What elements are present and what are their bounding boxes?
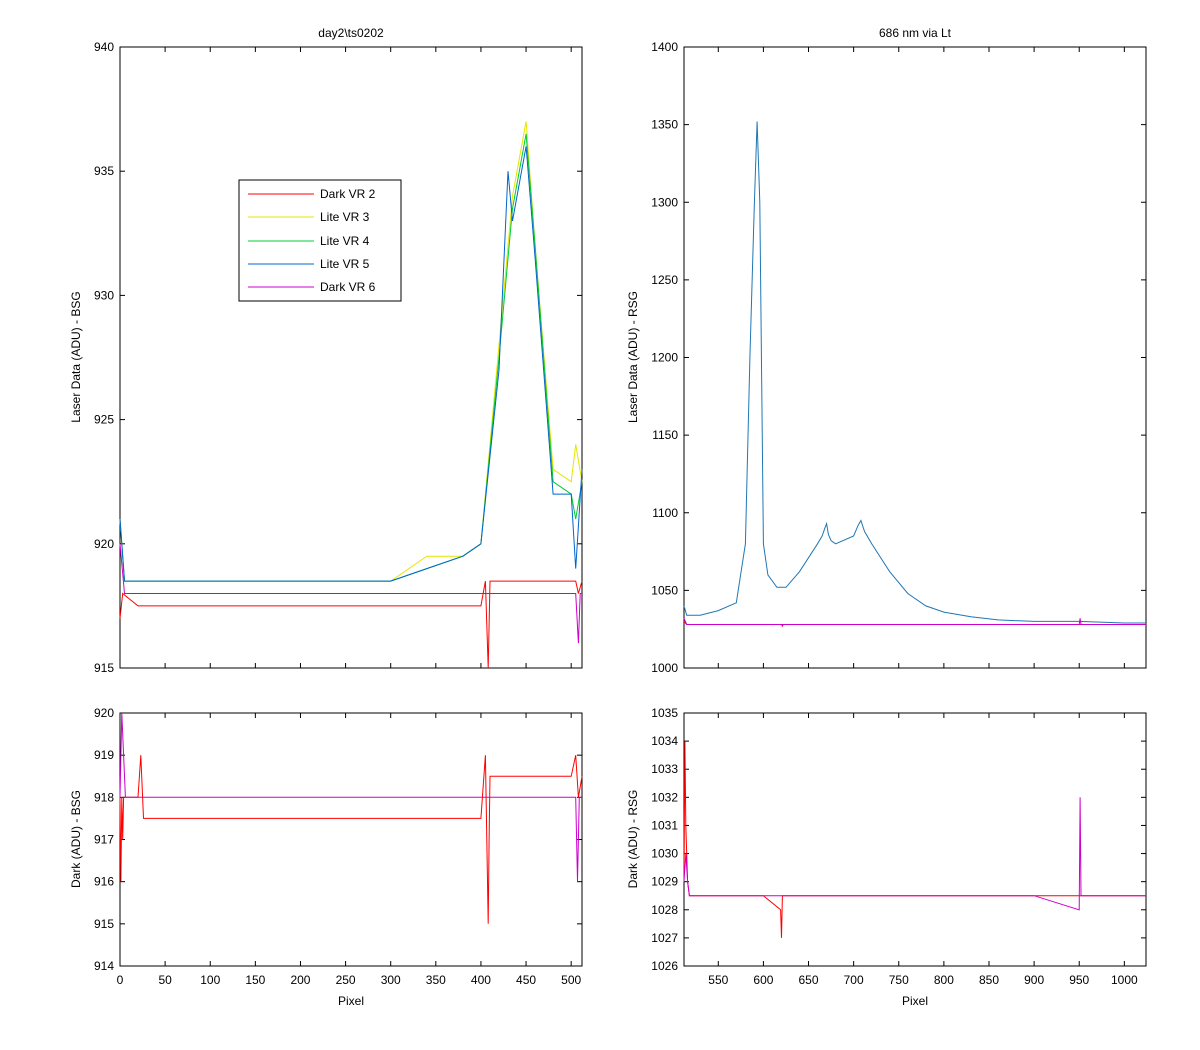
x-tick-label: 650 [799,973,819,987]
y-tick-label: 1400 [651,40,678,54]
y-tick-label: 935 [94,164,114,178]
chart-title-top-right: 686 nm via Lt [879,26,952,40]
y-tick-label: 919 [94,748,114,762]
series-line-tl-lite-vr-5 [119,146,583,582]
axes-top-left: 915 920 925 930 935 940 [94,40,582,675]
plot-area-bottom-right [683,712,1147,967]
y-tick-label: 1250 [651,273,678,287]
series-line-bl-dark-vr-6 [119,712,582,882]
y-tick-label: 940 [94,40,114,54]
chart-title-top-left: day2\ts0202 [318,26,384,40]
series-group-top-left [119,121,583,669]
series-group-bottom-right [683,741,1146,938]
series-line-tl-dark-vr-6 [119,543,582,644]
plot-area-bottom-left [119,712,583,967]
y-tick-label: 1300 [651,195,678,209]
y-tick-label: 1031 [651,818,678,832]
x-tick-label: 850 [979,973,999,987]
x-tick-label: 100 [200,973,220,987]
y-tick-label: 1027 [651,931,678,945]
x-tick-label: 450 [516,973,536,987]
x-tick-label: 0 [117,973,124,987]
y-tick-label: 915 [94,661,114,675]
axes-bottom-right: 550 600 650 700 750 800 850 900 950 1000 1026 1027 1… [651,706,1146,987]
y-tick-label: 930 [94,288,114,302]
y-tick-label: 1032 [651,790,678,804]
x-tick-label: 350 [426,973,446,987]
x-tick-label: 50 [158,973,172,987]
y-axis-label-top-left: Laser Data (ADU) - BSG [69,291,83,422]
x-tick-label: 550 [708,973,728,987]
legend: Dark VR 2 Lite VR 3 Lite VR 4 Lite VR 5 … [238,179,402,302]
x-tick-label: 300 [381,973,401,987]
series-line-tr-series-0 [683,121,1146,624]
x-tick-label: 700 [844,973,864,987]
y-axis-label-top-right: Laser Data (ADU) - RSG [626,291,640,423]
panel-bottom-left: Pixel Dark (ADU) - BSG 0 50 100 150 200 250 30… [69,706,583,1008]
x-tick-label: 250 [336,973,356,987]
plot-area-top-left [119,46,583,669]
series-group-bottom-left [119,712,583,924]
panel-top-right: 686 nm via Lt Laser Data (ADU) - RSG 100… [626,26,1147,675]
y-tick-label: 1100 [652,506,678,520]
x-tick-label: 800 [934,973,954,987]
y-tick-label: 917 [94,833,114,847]
y-tick-label: 1200 [651,351,678,365]
y-tick-label: 1150 [652,428,678,442]
series-line-bl-dark-vr-2 [119,755,583,924]
y-tick-label: 920 [94,537,114,551]
panel-bottom-right: Pixel Dark (ADU) - RSG 550 600 650 700 750 80… [626,706,1147,1008]
x-tick-label: 500 [561,973,581,987]
x-tick-label: 600 [753,973,773,987]
y-tick-label: 1350 [651,118,678,132]
x-axis-label-bottom-left: Pixel [338,994,364,1008]
y-axis-label-bottom-left: Dark (ADU) - BSG [69,790,83,888]
y-tick-label: 1034 [651,734,678,748]
legend-label-lite-vr4: Lite VR 4 [320,234,370,248]
y-tick-label: 1033 [651,762,678,776]
y-tick-label: 1000 [651,661,678,675]
legend-label-dark-vr6: Dark VR 6 [320,280,376,294]
y-tick-label: 1030 [651,847,678,861]
panel-top-left: day2\ts0202 Laser Data (ADU) - BSG 915 92… [69,26,583,675]
x-tick-label: 1000 [1111,973,1138,987]
y-tick-label: 1035 [651,706,678,720]
legend-label-lite-vr5: Lite VR 5 [320,257,370,271]
axes-top-right: 1000 1050 1100 1150 1200 1250 1300 1350 1400 [651,40,1146,675]
x-tick-label: 750 [889,973,909,987]
series-line-tr-series-2 [683,618,1146,625]
y-tick-label: 1028 [651,903,678,917]
x-tick-label: 400 [471,973,491,987]
y-axis-label-bottom-right: Dark (ADU) - RSG [626,790,640,889]
y-tick-label: 916 [94,875,114,889]
legend-label-lite-vr3: Lite VR 3 [320,210,370,224]
axes-bottom-left: 0 50 100 150 200 250 300 350 400 450 500 914 915 916 9… [94,706,582,987]
plot-area-top-right [683,46,1147,669]
y-tick-label: 918 [94,790,114,804]
y-tick-label: 1050 [651,583,678,597]
series-group-top-right [683,121,1146,628]
y-tick-label: 915 [94,917,114,931]
legend-label-dark-vr2: Dark VR 2 [320,187,376,201]
y-tick-label: 925 [94,413,114,427]
y-tick-label: 914 [94,959,114,973]
y-tick-label: 920 [94,706,114,720]
y-tick-label: 1026 [651,959,678,973]
x-tick-label: 900 [1024,973,1044,987]
y-tick-label: 1029 [651,875,678,889]
x-tick-label: 950 [1069,973,1089,987]
x-axis-label-bottom-right: Pixel [902,994,928,1008]
x-tick-label: 200 [290,973,310,987]
x-tick-label: 150 [245,973,265,987]
series-line-br-dark-vr-6 [683,797,1146,911]
